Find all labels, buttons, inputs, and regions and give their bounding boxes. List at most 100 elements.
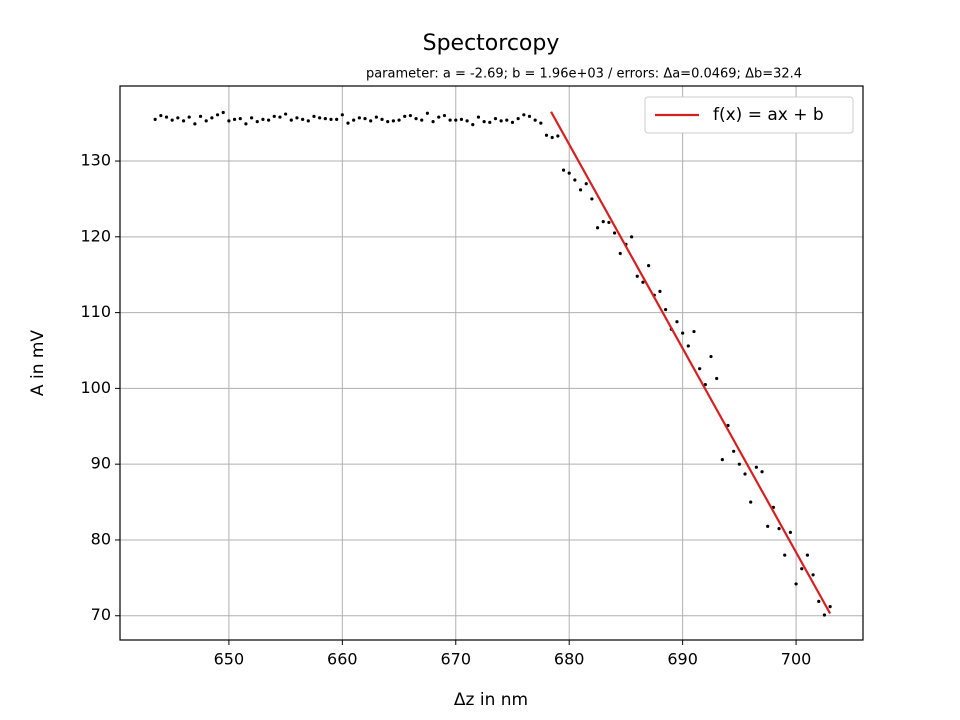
y-tick-label: 120 [80, 226, 111, 245]
data-point [261, 117, 265, 121]
data-point [715, 376, 719, 381]
data-point [664, 307, 668, 312]
data-point [153, 117, 157, 121]
data-point [737, 462, 741, 466]
data-point [533, 118, 537, 122]
x-axis-label: Δz in nm [454, 690, 528, 710]
data-point [227, 119, 231, 123]
data-point [766, 524, 770, 528]
x-tick-label: 680 [554, 650, 585, 669]
data-point [215, 113, 220, 117]
data-point [482, 120, 486, 124]
data-point [249, 116, 254, 120]
data-point [198, 114, 203, 118]
data-point [635, 274, 639, 278]
data-point [561, 168, 566, 172]
data-point [777, 526, 781, 531]
data-point [221, 110, 225, 115]
data-point [289, 118, 293, 122]
data-point [284, 112, 288, 116]
data-point [238, 116, 242, 121]
data-point [318, 116, 322, 120]
data-point [414, 116, 418, 121]
data-point [522, 113, 526, 117]
data-point [374, 115, 378, 119]
data-point [698, 367, 702, 371]
data-point [828, 605, 832, 609]
data-point [386, 120, 390, 124]
data-point [210, 116, 214, 120]
data-point [709, 354, 713, 359]
data-point [267, 118, 271, 122]
data-point [692, 329, 696, 334]
data-point [732, 449, 736, 453]
data-point [476, 115, 481, 119]
data-point [544, 133, 549, 137]
data-point [363, 116, 367, 121]
y-tick-label: 110 [80, 302, 111, 321]
data-point [556, 134, 560, 138]
data-point [822, 613, 827, 617]
data-point [295, 116, 299, 120]
x-tick-label: 650 [214, 650, 245, 669]
legend-label: f(x) = ax + b [713, 105, 824, 125]
y-tick-label: 100 [80, 378, 111, 397]
data-point [629, 235, 634, 239]
data-point [788, 530, 793, 534]
data-point [749, 500, 753, 504]
data-point [800, 567, 804, 571]
data-point [510, 120, 515, 124]
data-point [573, 178, 577, 182]
data-point [459, 117, 464, 121]
data-point [448, 118, 452, 122]
data-point [595, 226, 600, 230]
data-point [612, 231, 617, 235]
data-point [601, 220, 605, 224]
x-tick-label: 670 [440, 650, 471, 669]
data-point [811, 573, 815, 577]
data-point [471, 123, 475, 127]
data-point [493, 116, 498, 121]
data-point [641, 280, 645, 284]
data-point [301, 117, 305, 121]
y-tick-label: 70 [91, 605, 111, 624]
legend-box [644, 96, 854, 134]
y-tick-label: 80 [91, 529, 111, 548]
data-point [335, 117, 339, 121]
data-point [403, 114, 407, 118]
data-point [159, 113, 163, 118]
data-point [187, 115, 191, 119]
data-point [369, 119, 373, 123]
plot-frame [119, 85, 864, 641]
data-point [647, 264, 651, 268]
data-point [442, 113, 447, 118]
data-point [340, 113, 344, 117]
data-point [550, 135, 554, 140]
data-point [743, 472, 747, 476]
data-point [181, 119, 186, 123]
data-point [346, 121, 350, 125]
data-point [539, 121, 543, 125]
data-point [352, 118, 356, 122]
data-point [817, 599, 821, 603]
data-point [380, 117, 384, 121]
data-point [584, 182, 588, 186]
chart-title: Spectorcopy [423, 31, 560, 56]
data-point [505, 118, 509, 122]
data-point [675, 320, 679, 324]
data-point [607, 220, 611, 225]
data-point [425, 111, 430, 115]
data-point [204, 119, 208, 123]
data-point [783, 553, 787, 557]
data-point [703, 382, 707, 387]
data-point [431, 120, 435, 124]
y-tick-label: 130 [80, 151, 111, 170]
x-tick-label: 660 [327, 650, 358, 669]
data-point [323, 116, 327, 121]
data-point [306, 119, 310, 123]
data-point [278, 115, 282, 119]
data-point [567, 171, 571, 175]
data-point [408, 113, 412, 118]
data-point [681, 331, 685, 335]
fit-line [550, 111, 832, 615]
